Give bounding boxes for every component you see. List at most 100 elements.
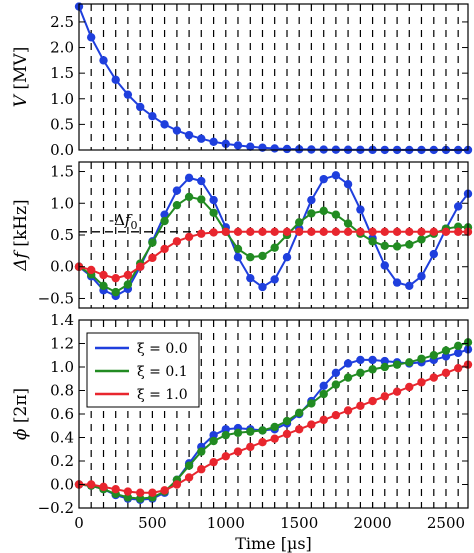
data-point bbox=[123, 270, 133, 280]
data-point bbox=[172, 480, 182, 489]
data-point bbox=[86, 33, 96, 42]
data-point bbox=[368, 237, 377, 246]
data-point bbox=[221, 452, 230, 461]
data-point bbox=[197, 229, 206, 238]
data-point bbox=[233, 244, 243, 254]
data-point bbox=[246, 142, 255, 151]
x-tick-label: 0 bbox=[74, 514, 84, 532]
data-point bbox=[343, 406, 353, 415]
y-axis-label: ϕ [2π] bbox=[11, 388, 31, 440]
data-point bbox=[417, 378, 426, 387]
data-point bbox=[184, 173, 194, 183]
data-point bbox=[319, 415, 328, 425]
data-point bbox=[246, 253, 255, 262]
data-point bbox=[86, 265, 96, 275]
y-tick-label: 1.5 bbox=[50, 64, 74, 82]
data-point bbox=[136, 102, 145, 112]
data-point bbox=[148, 488, 157, 497]
y-tick-label: −0.5 bbox=[38, 289, 74, 307]
data-point bbox=[380, 241, 389, 250]
y-tick-label: 1.0 bbox=[50, 358, 74, 376]
legend-label: ξ = 1.0 bbox=[137, 387, 188, 403]
data-point bbox=[270, 144, 279, 153]
data-point bbox=[380, 392, 389, 401]
x-tick-label: 500 bbox=[138, 514, 167, 532]
data-point bbox=[270, 243, 279, 252]
data-point bbox=[123, 487, 133, 496]
data-point bbox=[429, 351, 438, 360]
y-tick-label: 0.0 bbox=[50, 258, 74, 276]
data-point bbox=[148, 253, 157, 263]
data-point bbox=[343, 373, 353, 382]
phase-panel: −0.2 0.0 0.2 0.4 0.6 0.8 1.0 1.2 1.4 0 500 1000 1500… bbox=[11, 311, 473, 553]
data-point bbox=[197, 195, 206, 204]
data-point bbox=[343, 180, 353, 189]
y-tick-label: 1.0 bbox=[50, 90, 74, 108]
data-point bbox=[221, 227, 230, 237]
y-tick-label: −0.2 bbox=[38, 499, 74, 517]
data-point bbox=[209, 436, 218, 446]
data-point bbox=[380, 356, 389, 366]
data-point bbox=[441, 352, 451, 361]
x-tick-label: 1500 bbox=[280, 514, 318, 532]
data-point bbox=[209, 137, 218, 147]
data-point bbox=[331, 368, 341, 378]
data-point bbox=[319, 381, 328, 390]
data-point bbox=[343, 227, 353, 237]
data-point bbox=[184, 461, 194, 470]
legend-label: ξ = 0.1 bbox=[137, 364, 188, 380]
data-point bbox=[270, 434, 279, 443]
data-point bbox=[123, 280, 133, 289]
data-point bbox=[441, 368, 451, 378]
y-tick-label: 0.0 bbox=[50, 141, 74, 159]
data-point bbox=[246, 227, 255, 237]
x-tick-label: 2500 bbox=[427, 514, 465, 532]
data-point bbox=[368, 355, 377, 365]
data-point bbox=[441, 346, 451, 355]
data-point bbox=[356, 205, 365, 214]
data-point bbox=[343, 359, 353, 368]
data-point bbox=[221, 430, 230, 440]
data-point bbox=[405, 240, 414, 249]
y-tick-label: 1.2 bbox=[50, 335, 74, 353]
data-point bbox=[197, 465, 206, 474]
data-point bbox=[307, 195, 316, 205]
data-point bbox=[368, 227, 377, 237]
data-point bbox=[356, 401, 365, 410]
data-point bbox=[123, 90, 133, 99]
data-point bbox=[221, 425, 230, 434]
legend: ξ = 0.0 ξ = 0.1 ξ = 1.0 bbox=[86, 332, 200, 408]
data-point bbox=[405, 227, 414, 237]
data-point bbox=[148, 238, 157, 247]
data-point bbox=[258, 426, 267, 435]
data-point bbox=[246, 442, 255, 452]
y-tick-label: 0.5 bbox=[50, 115, 74, 133]
data-point bbox=[197, 447, 206, 456]
data-point bbox=[111, 485, 120, 494]
data-point bbox=[99, 482, 108, 492]
data-point bbox=[453, 363, 463, 373]
data-point bbox=[392, 227, 402, 237]
y-tick-label: 2.5 bbox=[50, 13, 74, 31]
data-point bbox=[331, 410, 341, 420]
data-point bbox=[148, 111, 157, 121]
data-point bbox=[270, 275, 279, 284]
data-point bbox=[368, 365, 377, 374]
data-point bbox=[258, 438, 267, 447]
data-point bbox=[209, 228, 218, 237]
data-point bbox=[307, 227, 316, 237]
data-point bbox=[319, 174, 328, 184]
data-point bbox=[282, 144, 292, 154]
data-point bbox=[99, 281, 108, 290]
data-point bbox=[429, 373, 438, 382]
data-point bbox=[160, 486, 169, 495]
y-tick-label: 0.8 bbox=[50, 382, 74, 400]
data-point bbox=[270, 422, 279, 432]
y-axis-label: Δf [kHz] bbox=[11, 199, 31, 271]
data-point bbox=[429, 249, 438, 259]
data-point bbox=[123, 493, 133, 502]
data-point bbox=[184, 192, 194, 202]
data-point bbox=[307, 209, 316, 218]
data-point bbox=[270, 227, 279, 237]
x-axis-label: Time [µs] bbox=[235, 534, 312, 553]
